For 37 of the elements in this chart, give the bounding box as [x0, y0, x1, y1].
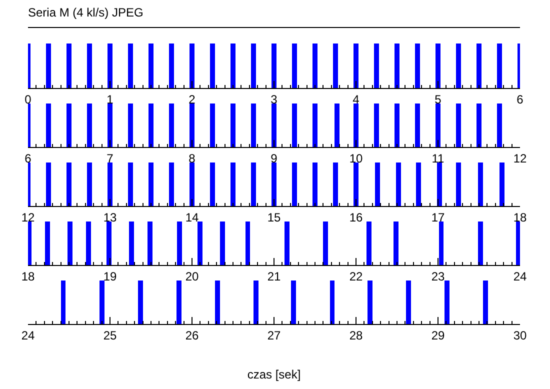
x-tick-label: 10: [349, 151, 363, 166]
x-tick-label: 29: [431, 328, 445, 342]
x-tick-label: 28: [349, 328, 363, 342]
x-tick-label: 14: [185, 210, 199, 224]
x-tick-label: 8: [188, 151, 196, 166]
x-tick-label: 7: [106, 151, 114, 166]
x-tick-label: 15: [267, 210, 281, 224]
x-tick-label: 0: [24, 92, 32, 106]
x-tick-label: 3: [270, 92, 278, 106]
chart-title: Seria M (4 kl/s) JPEG: [28, 5, 144, 20]
x-tick-label: 9: [270, 151, 278, 166]
x-tick-label: 1: [106, 92, 114, 106]
x-tick-label: 18: [21, 269, 35, 284]
x-tick-label: 6: [516, 92, 524, 106]
x-tick-label: 22: [349, 269, 363, 284]
x-tick-label: 30: [513, 328, 527, 342]
x-tick-label: 18: [513, 210, 527, 224]
x-tick-label: 12: [21, 210, 35, 224]
x-axis-title: czas [sek]: [247, 367, 301, 382]
x-tick-label: 26: [185, 328, 199, 342]
x-tick-label: 20: [185, 269, 199, 284]
x-tick-label: 6: [24, 151, 32, 166]
x-tick-label: 16: [349, 210, 363, 224]
x-tick-label: 24: [513, 269, 527, 284]
x-tick-label: 27: [267, 328, 281, 342]
x-tick-label: 11: [432, 151, 445, 166]
x-tick-label: 12: [513, 151, 527, 166]
x-tick-label: 2: [188, 92, 196, 106]
x-tick-label: 5: [434, 92, 442, 106]
x-tick-label: 21: [267, 269, 281, 284]
x-tick-label: 25: [103, 328, 117, 342]
x-tick-label: 19: [103, 269, 117, 284]
x-tick-label: 13: [103, 210, 117, 224]
x-tick-label: 4: [352, 92, 360, 106]
x-tick-label: 23: [431, 269, 445, 284]
x-tick-label: 24: [21, 328, 35, 342]
x-tick-label: 17: [431, 210, 445, 224]
